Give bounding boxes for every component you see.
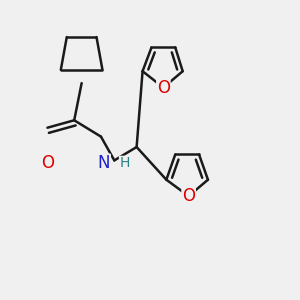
Text: H: H — [119, 156, 130, 170]
Text: O: O — [182, 187, 195, 205]
Text: N: N — [98, 154, 110, 172]
Text: O: O — [157, 79, 170, 97]
Text: O: O — [41, 154, 54, 172]
